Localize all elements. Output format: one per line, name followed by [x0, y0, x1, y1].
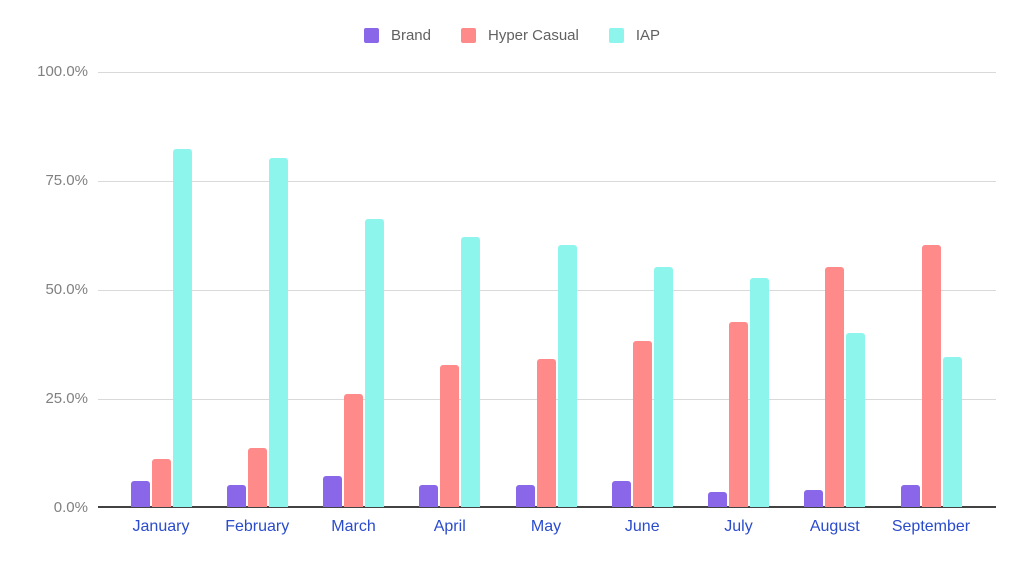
x-axis-tick-label: May — [530, 518, 562, 535]
bar-brand[interactable] — [708, 491, 727, 507]
bar-group-march — [323, 72, 384, 507]
bar-iap[interactable] — [750, 278, 769, 507]
bar-group-may — [515, 72, 577, 507]
x-axis-tick-label: June — [624, 518, 660, 535]
bar-iap[interactable] — [653, 267, 673, 507]
plot-area — [98, 72, 996, 508]
bar-iap[interactable] — [172, 149, 192, 507]
bar-brand[interactable] — [611, 480, 631, 507]
bar-hyper-casual[interactable] — [921, 245, 941, 507]
bar-brand[interactable] — [419, 485, 439, 507]
bar-brand[interactable] — [130, 480, 150, 507]
legend-label: Hyper Casual — [487, 27, 579, 44]
bar-hyper-casual[interactable] — [344, 393, 363, 507]
gridline — [98, 290, 996, 291]
legend-label: Brand — [390, 27, 431, 44]
legend-swatch-brand-icon — [363, 28, 379, 43]
legend-item-hyper-casual: Hyper Casual — [460, 27, 579, 44]
bar-brand[interactable] — [900, 485, 920, 507]
bar-iap[interactable] — [461, 236, 481, 507]
y-axis-tick-label: 100.0% — [37, 63, 88, 80]
bar-hyper-casual[interactable] — [632, 341, 652, 507]
legend-swatch-iap-icon — [608, 28, 624, 43]
x-axis-tick-label: February — [225, 518, 290, 535]
x-axis-tick-label: April — [433, 518, 466, 535]
x-axis-tick-label: August — [809, 518, 860, 535]
bar-brand[interactable] — [515, 485, 535, 507]
bar-iap[interactable] — [557, 245, 577, 507]
bar-hyper-casual[interactable] — [440, 365, 460, 507]
y-axis-tick-label: 0.0% — [53, 499, 88, 516]
bar-group-july — [708, 72, 769, 507]
bar-iap[interactable] — [365, 219, 384, 507]
y-axis-tick-label: 25.0% — [45, 390, 88, 407]
legend-item-brand: Brand — [363, 27, 431, 44]
bar-brand[interactable] — [323, 476, 342, 507]
chart-legend: Brand Hyper Casual IAP — [0, 27, 1024, 44]
bar-group-february — [226, 72, 288, 507]
bar-hyper-casual[interactable] — [825, 267, 845, 507]
x-axis-tick-label: July — [724, 518, 753, 535]
bar-group-january — [130, 72, 192, 507]
bar-brand[interactable] — [804, 489, 824, 507]
legend-label: IAP — [635, 27, 661, 44]
bar-iap[interactable] — [846, 332, 866, 507]
bar-hyper-casual[interactable] — [151, 459, 171, 507]
gridline — [98, 181, 996, 182]
x-axis-tick-label: September — [891, 518, 971, 535]
bar-iap[interactable] — [268, 158, 288, 507]
legend-item-iap: IAP — [608, 27, 661, 44]
legend-swatch-hyper-casual-icon — [460, 28, 476, 43]
bar-group-april — [419, 72, 481, 507]
bar-group-august — [804, 72, 866, 507]
bar-hyper-casual[interactable] — [536, 358, 556, 507]
x-axis-tick-label: March — [331, 518, 376, 535]
gridline — [98, 72, 996, 73]
bar-group-september — [900, 72, 962, 507]
x-axis-line — [98, 506, 996, 508]
y-axis-tick-label: 75.0% — [45, 172, 88, 189]
bar-hyper-casual[interactable] — [729, 321, 748, 507]
bar-brand[interactable] — [226, 485, 246, 507]
bar-group-june — [611, 72, 673, 507]
y-axis-tick-label: 50.0% — [45, 281, 88, 298]
bar-hyper-casual[interactable] — [247, 448, 267, 507]
x-axis-tick-label: January — [132, 518, 190, 535]
bar-iap[interactable] — [942, 356, 962, 507]
